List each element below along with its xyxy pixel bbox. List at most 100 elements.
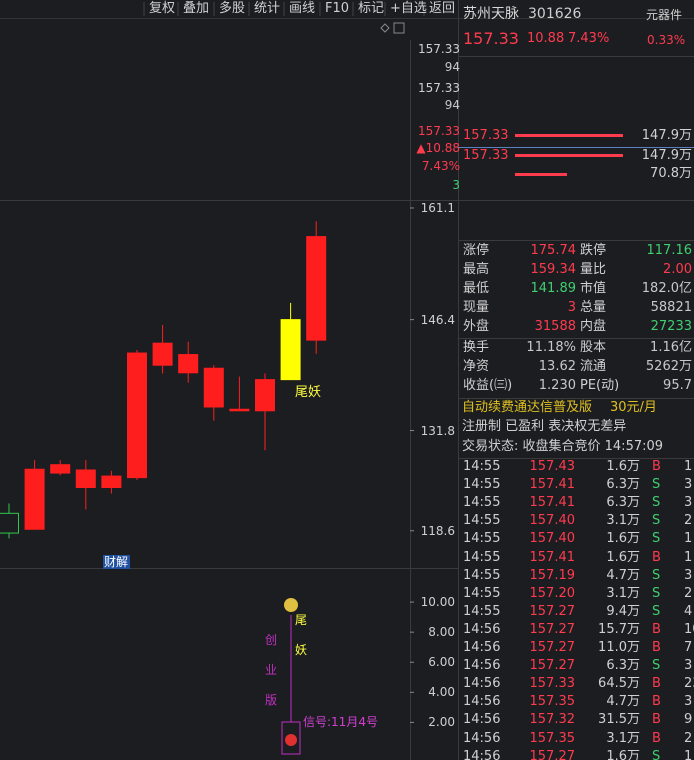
- toolbar-button[interactable]: 多股: [219, 1, 246, 16]
- candle-body: [0, 512, 19, 534]
- stat-label: 股本: [580, 340, 607, 355]
- stat-label: 跌停: [580, 243, 607, 258]
- book-price: 157.33: [463, 148, 509, 163]
- trade-count: 3: [684, 567, 693, 583]
- trade-count: 3: [684, 658, 693, 674]
- book-bar: [515, 154, 623, 157]
- trade-side: S: [652, 658, 661, 674]
- trade-time: 14:55: [463, 603, 501, 619]
- candle-body: [203, 367, 224, 408]
- trade-price: 157.43: [529, 459, 576, 474]
- trade-count: 10: [684, 621, 694, 637]
- price: 157.33: [463, 29, 519, 48]
- stat-label: 总量: [580, 300, 607, 315]
- trade-volume: 3.1万: [606, 513, 640, 529]
- stat-value: 2.00: [663, 262, 692, 277]
- trade-price: 157.41: [529, 495, 576, 511]
- trade-count: 3: [684, 477, 693, 493]
- annotation-bg: [103, 555, 130, 569]
- window-icon[interactable]: [393, 22, 405, 34]
- book-volume: 147.9万: [641, 148, 692, 163]
- trade-time: 14:56: [463, 730, 501, 746]
- toolbar-button[interactable]: +自选: [390, 1, 427, 16]
- promo-price[interactable]: 30元/月: [610, 400, 657, 415]
- toolbar-button[interactable]: 画线: [289, 1, 316, 16]
- trade-count: 1: [684, 748, 693, 760]
- stat-value: 27233: [650, 319, 692, 334]
- trade-volume: 3.1万: [606, 730, 640, 746]
- signal-label: 版: [265, 693, 278, 707]
- candle-body: [101, 475, 122, 488]
- trade-side: B: [652, 730, 661, 746]
- trade-price: 157.32: [529, 712, 576, 728]
- candle-body: [127, 352, 147, 479]
- trade-count: 1: [684, 459, 693, 474]
- y-tick-label: 146.4: [420, 312, 455, 327]
- signal-box: [281, 721, 301, 755]
- trade-time: 14:56: [463, 640, 501, 655]
- trade-side: S: [652, 495, 661, 511]
- stat-value: 182.0亿: [641, 281, 692, 296]
- trade-price: 157.20: [529, 585, 576, 601]
- candle-body: [75, 469, 96, 488]
- trade-volume: 11.0万: [598, 640, 640, 655]
- trade-count: 3: [684, 495, 693, 511]
- promo[interactable]: 自动续费通达信普及版: [462, 400, 593, 415]
- trade-price: 157.33: [529, 676, 576, 692]
- stat-value: 117.16: [646, 243, 693, 258]
- candle-body: [24, 468, 45, 530]
- trade-volume: 15.7万: [598, 621, 640, 637]
- y-tick-label: 118.6: [420, 523, 455, 538]
- trade-volume: 9.4万: [606, 603, 640, 619]
- trade-time: 14:56: [463, 658, 501, 674]
- trade-side: S: [652, 567, 661, 583]
- toolbar-button[interactable]: 叠加: [183, 1, 210, 16]
- stat-label: 最低: [463, 281, 490, 296]
- book-volume: 147.9万: [641, 128, 692, 143]
- stat-label: PE(动): [580, 378, 620, 393]
- trade-side: S: [652, 748, 661, 760]
- toolbar-button[interactable]: 标记: [358, 1, 385, 16]
- trade-side: S: [652, 513, 661, 529]
- trade-count: 3: [684, 694, 693, 710]
- trade-time: 14:55: [463, 459, 501, 474]
- stat-label: 现量: [463, 300, 490, 315]
- toolbar-button[interactable]: 返回: [429, 1, 456, 16]
- signal-icon: [285, 734, 297, 746]
- trade-volume: 1.6万: [606, 748, 640, 760]
- trade-time: 14:56: [463, 621, 501, 637]
- trade-volume: 64.5万: [598, 676, 640, 692]
- signal-label: 业: [265, 663, 278, 677]
- trade-side: B: [652, 694, 661, 710]
- trade-side: S: [652, 477, 661, 493]
- trade-volume: 6.3万: [606, 658, 640, 674]
- signal-label: 创: [265, 633, 278, 647]
- trade-volume: 4.7万: [606, 567, 640, 583]
- diamond-icon[interactable]: [380, 23, 390, 33]
- toolbar-button[interactable]: 复权: [149, 1, 176, 16]
- y-tick-label: 161.1: [420, 200, 455, 215]
- y-tick-label: 8.00: [428, 625, 455, 640]
- trade-status: 交易状态: 收盘集合竞价 14:57:09: [462, 439, 664, 454]
- trade-count: 1: [684, 549, 693, 565]
- stat-value: 1.16亿: [650, 340, 692, 355]
- trade-side: B: [652, 712, 661, 728]
- trade-count: 2: [684, 585, 693, 601]
- trade-price: 157.27: [529, 603, 576, 619]
- stat-label: 涨停: [463, 243, 490, 258]
- trade-price: 157.27: [529, 621, 576, 637]
- stat-label: 外盘: [463, 319, 490, 334]
- y-tick-label: 4.00: [428, 685, 455, 700]
- axis-label: 94: [444, 60, 460, 74]
- toolbar-button[interactable]: F10: [325, 1, 350, 16]
- y-tick-label: 6.00: [428, 655, 455, 670]
- stat-label: 净资: [463, 359, 490, 374]
- trade-price: 157.41: [529, 549, 576, 565]
- trade-side: S: [652, 603, 661, 619]
- stock-code: 301626: [528, 6, 582, 22]
- axis-label: 7.43%: [421, 159, 460, 173]
- candle-body: [152, 342, 173, 366]
- toolbar-button[interactable]: 统计: [254, 1, 281, 16]
